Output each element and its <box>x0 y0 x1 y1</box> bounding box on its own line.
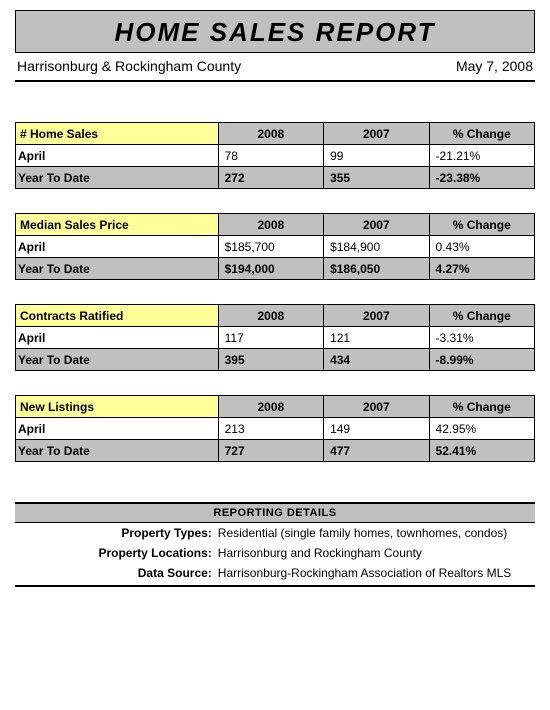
cell-value: 434 <box>324 349 429 371</box>
row-ytd: Year To Date 727 477 52.41% <box>16 440 535 462</box>
metric-table: Median Sales Price 2008 2007 % Change Ap… <box>15 213 535 280</box>
report-title: HOME SALES REPORT <box>16 17 534 48</box>
metric-section: # Home Sales 2008 2007 % Change April 78… <box>15 122 535 189</box>
metric-section: New Listings 2008 2007 % Change April 21… <box>15 395 535 462</box>
col-year-current: 2008 <box>218 123 323 145</box>
details-key: Property Locations: <box>15 546 218 560</box>
row-month: April $185,700 $184,900 0.43% <box>16 236 535 258</box>
reporting-details: REPORTING DETAILS Property Types: Reside… <box>15 502 535 587</box>
cell-value: -23.38% <box>429 167 534 189</box>
col-year-prior: 2007 <box>324 123 429 145</box>
cell-value: 477 <box>324 440 429 462</box>
cell-value: 52.41% <box>429 440 534 462</box>
metric-name: New Listings <box>16 396 219 418</box>
cell-value: -8.99% <box>429 349 534 371</box>
cell-value: -21.21% <box>429 145 534 167</box>
row-ytd: Year To Date $194,000 $186,050 4.27% <box>16 258 535 280</box>
metric-section: Contracts Ratified 2008 2007 % Change Ap… <box>15 304 535 371</box>
col-year-prior: 2007 <box>324 305 429 327</box>
row-label-ytd: Year To Date <box>16 349 219 371</box>
cell-value: $186,050 <box>324 258 429 280</box>
col-change: % Change <box>429 214 534 236</box>
row-label-month: April <box>16 145 219 167</box>
col-year-current: 2008 <box>218 214 323 236</box>
report-date: May 7, 2008 <box>456 58 533 74</box>
metric-name: # Home Sales <box>16 123 219 145</box>
cell-value: 727 <box>218 440 323 462</box>
row-month: April 117 121 -3.31% <box>16 327 535 349</box>
details-value: Residential (single family homes, townho… <box>218 526 535 540</box>
title-bar: HOME SALES REPORT <box>15 10 535 53</box>
col-change: % Change <box>429 123 534 145</box>
cell-value: $194,000 <box>218 258 323 280</box>
metric-table: Contracts Ratified 2008 2007 % Change Ap… <box>15 304 535 371</box>
row-label-month: April <box>16 418 219 440</box>
details-value: Harrisonburg-Rockingham Association of R… <box>218 566 535 580</box>
col-year-prior: 2007 <box>324 214 429 236</box>
details-key: Property Types: <box>15 526 218 540</box>
col-year-current: 2008 <box>218 305 323 327</box>
metric-table: # Home Sales 2008 2007 % Change April 78… <box>15 122 535 189</box>
row-ytd: Year To Date 395 434 -8.99% <box>16 349 535 371</box>
cell-value: 99 <box>324 145 429 167</box>
metric-section: Median Sales Price 2008 2007 % Change Ap… <box>15 213 535 280</box>
cell-value: 117 <box>218 327 323 349</box>
subheader: Harrisonburg & Rockingham County May 7, … <box>15 56 535 82</box>
details-row: Property Locations: Harrisonburg and Roc… <box>15 543 535 563</box>
cell-value: 0.43% <box>429 236 534 258</box>
row-month: April 213 149 42.95% <box>16 418 535 440</box>
row-label-ytd: Year To Date <box>16 167 219 189</box>
region-label: Harrisonburg & Rockingham County <box>17 58 241 74</box>
cell-value: 4.27% <box>429 258 534 280</box>
details-row: Property Types: Residential (single fami… <box>15 523 535 543</box>
metric-name: Contracts Ratified <box>16 305 219 327</box>
row-label-month: April <box>16 236 219 258</box>
cell-value: 355 <box>324 167 429 189</box>
col-year-prior: 2007 <box>324 396 429 418</box>
cell-value: 213 <box>218 418 323 440</box>
cell-value: 78 <box>218 145 323 167</box>
col-year-current: 2008 <box>218 396 323 418</box>
cell-value: -3.31% <box>429 327 534 349</box>
metric-table: New Listings 2008 2007 % Change April 21… <box>15 395 535 462</box>
details-key: Data Source: <box>15 566 218 580</box>
cell-value: 121 <box>324 327 429 349</box>
cell-value: $185,700 <box>218 236 323 258</box>
metric-name: Median Sales Price <box>16 214 219 236</box>
row-label-ytd: Year To Date <box>16 440 219 462</box>
row-ytd: Year To Date 272 355 -23.38% <box>16 167 535 189</box>
row-label-month: April <box>16 327 219 349</box>
row-label-ytd: Year To Date <box>16 258 219 280</box>
col-change: % Change <box>429 396 534 418</box>
details-title: REPORTING DETAILS <box>15 502 535 523</box>
cell-value: 149 <box>324 418 429 440</box>
cell-value: 272 <box>218 167 323 189</box>
details-row: Data Source: Harrisonburg-Rockingham Ass… <box>15 563 535 587</box>
cell-value: 42.95% <box>429 418 534 440</box>
cell-value: 395 <box>218 349 323 371</box>
cell-value: $184,900 <box>324 236 429 258</box>
details-value: Harrisonburg and Rockingham County <box>218 546 535 560</box>
col-change: % Change <box>429 305 534 327</box>
row-month: April 78 99 -21.21% <box>16 145 535 167</box>
